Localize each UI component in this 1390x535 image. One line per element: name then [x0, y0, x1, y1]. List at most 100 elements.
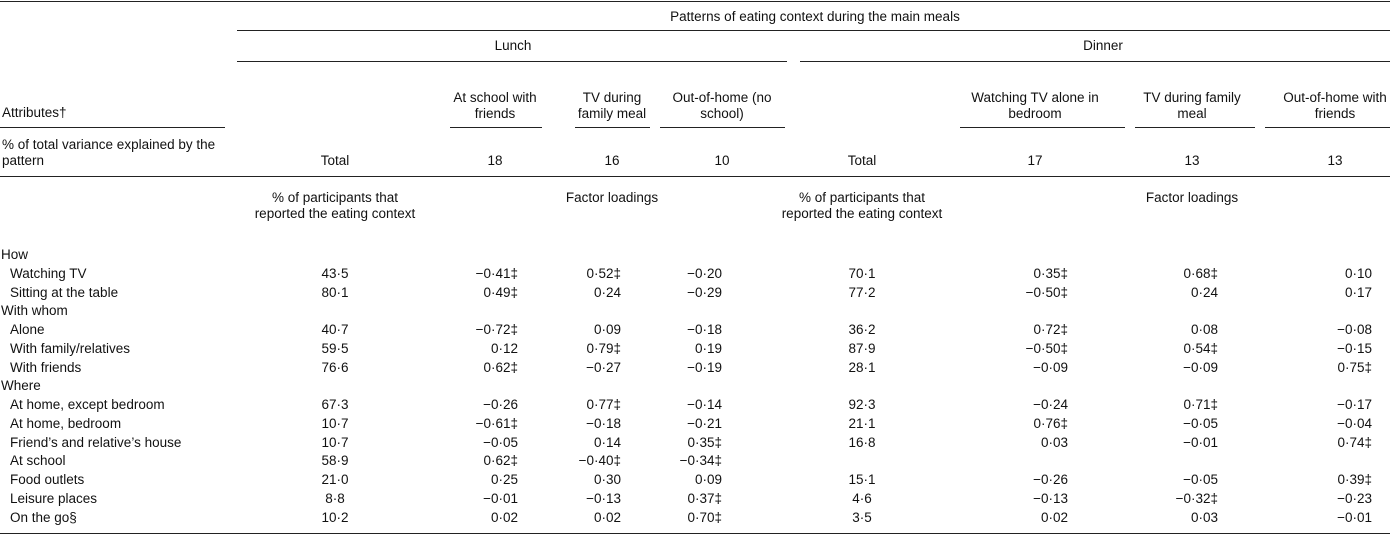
cell: Total — [320, 153, 350, 168]
cell: 0·02 — [593, 509, 621, 525]
rule — [960, 127, 1125, 128]
cell: 76·6 — [321, 359, 349, 375]
cell: 0·12 — [490, 340, 518, 356]
cell: 10·7 — [321, 415, 349, 431]
cell: 0·37‡ — [687, 490, 722, 506]
row-label: With family/relatives — [10, 340, 131, 356]
column-header: Watching TV alone in bedroom — [971, 90, 1099, 121]
cell: 13 — [1184, 153, 1200, 168]
cell: −0·04 — [1337, 415, 1372, 431]
cell: −0·15 — [1337, 340, 1372, 356]
cell: 0·35‡ — [687, 434, 722, 450]
cell: 13 — [1327, 153, 1343, 168]
cell: −0·26 — [483, 397, 518, 412]
cell: 4·6 — [852, 490, 872, 506]
cell: −0·50‡ — [1025, 340, 1068, 356]
column-header: Attributes† — [2, 105, 67, 120]
subheader: % of participants that reported the eati… — [254, 190, 416, 221]
row-label: At home, bedroom — [10, 415, 122, 431]
rule — [450, 127, 542, 128]
cell: 0·62‡ — [483, 359, 518, 375]
column-header: At school with friends — [453, 90, 537, 121]
cell: −0·01 — [483, 490, 518, 506]
group-label: Where — [1, 378, 41, 394]
row-label: Leisure places — [10, 490, 98, 506]
cell: 8·8 — [325, 490, 345, 506]
cell: 0·10 — [1344, 265, 1372, 281]
cell: −0·09 — [1183, 359, 1218, 375]
cell: −0·41‡ — [475, 265, 518, 281]
cell: 28·1 — [848, 359, 876, 375]
rule — [237, 30, 1390, 31]
cell: 0·03 — [1040, 434, 1068, 450]
cell: 17 — [1027, 153, 1043, 168]
cell: 10·2 — [321, 509, 349, 525]
cell: −0·23 — [1337, 490, 1372, 506]
column-header: TV during family meal — [1143, 90, 1241, 121]
cell: Total — [847, 153, 877, 168]
cell: 0·09 — [593, 322, 621, 337]
rule — [0, 176, 1390, 177]
rule — [0, 127, 225, 128]
cell: 67·3 — [321, 397, 349, 412]
cell: −0·34‡ — [679, 453, 722, 469]
cell: −0·13 — [586, 490, 621, 506]
cell: 18 — [487, 153, 503, 168]
row-label: % of total variance explained by the pat… — [2, 137, 216, 168]
row-label: Food outlets — [10, 472, 85, 487]
group-header: Dinner — [1083, 38, 1123, 53]
cell: 43·5 — [321, 265, 349, 281]
cell: 0·77‡ — [586, 397, 621, 412]
cell: −0·27 — [586, 359, 621, 375]
cell: 16·8 — [848, 434, 876, 450]
rule — [575, 127, 650, 128]
rule — [660, 127, 785, 128]
cell: 0·24 — [1190, 284, 1218, 300]
cell: −0·13 — [1033, 490, 1068, 506]
cell: 15·1 — [848, 472, 876, 487]
group-label: How — [1, 247, 29, 262]
cell: 0·14 — [593, 434, 621, 450]
cell: −0·09 — [1033, 359, 1068, 375]
rule — [1135, 127, 1255, 128]
subheader: Factor loadings — [565, 190, 659, 205]
cell: 0·02 — [1040, 509, 1068, 525]
cell: 0·30 — [593, 472, 621, 487]
cell: 87·9 — [848, 340, 876, 356]
cell: −0·14 — [687, 397, 722, 412]
cell: −0·21 — [687, 415, 722, 431]
cell: 21·1 — [848, 415, 876, 431]
table-title: Patterns of eating context during the ma… — [670, 9, 960, 24]
row-label: Friend’s and relative’s house — [10, 434, 182, 450]
cell: 58·9 — [321, 453, 349, 469]
cell: 0·25 — [490, 472, 518, 487]
cell: −0·01 — [1183, 434, 1218, 450]
row-label: Watching TV — [10, 265, 87, 281]
cell: −0·05 — [1183, 415, 1218, 431]
cell: 0·02 — [490, 509, 518, 525]
cell: 0·72‡ — [1033, 322, 1068, 337]
cell: −0·17 — [1337, 397, 1372, 412]
column-header: Out-of-home with friends — [1283, 90, 1387, 121]
cell: 0·75‡ — [1337, 359, 1372, 375]
column-header: TV during family meal — [577, 90, 647, 121]
subheader: Factor loadings — [1145, 190, 1239, 205]
cell: 16 — [604, 153, 620, 168]
cell: −0·24 — [1033, 397, 1068, 412]
cell: 0·19 — [694, 340, 722, 356]
cell: 0·68‡ — [1183, 265, 1218, 281]
cell: 40·7 — [321, 322, 349, 337]
cell: 80·1 — [321, 284, 349, 300]
row-label: On the go§ — [10, 509, 77, 525]
cell: 0·71‡ — [1183, 397, 1218, 412]
row-label: At school — [10, 453, 66, 469]
cell: −0·29 — [687, 284, 722, 300]
cell: 0·39‡ — [1337, 472, 1372, 487]
cell: −0·20 — [687, 265, 722, 281]
row-label: With friends — [10, 359, 82, 375]
cell: −0·18 — [687, 322, 722, 337]
cell: 0·08 — [1190, 322, 1218, 337]
cell: 0·62‡ — [483, 453, 518, 469]
rule — [1265, 127, 1390, 128]
cell: −0·32‡ — [1175, 490, 1218, 506]
